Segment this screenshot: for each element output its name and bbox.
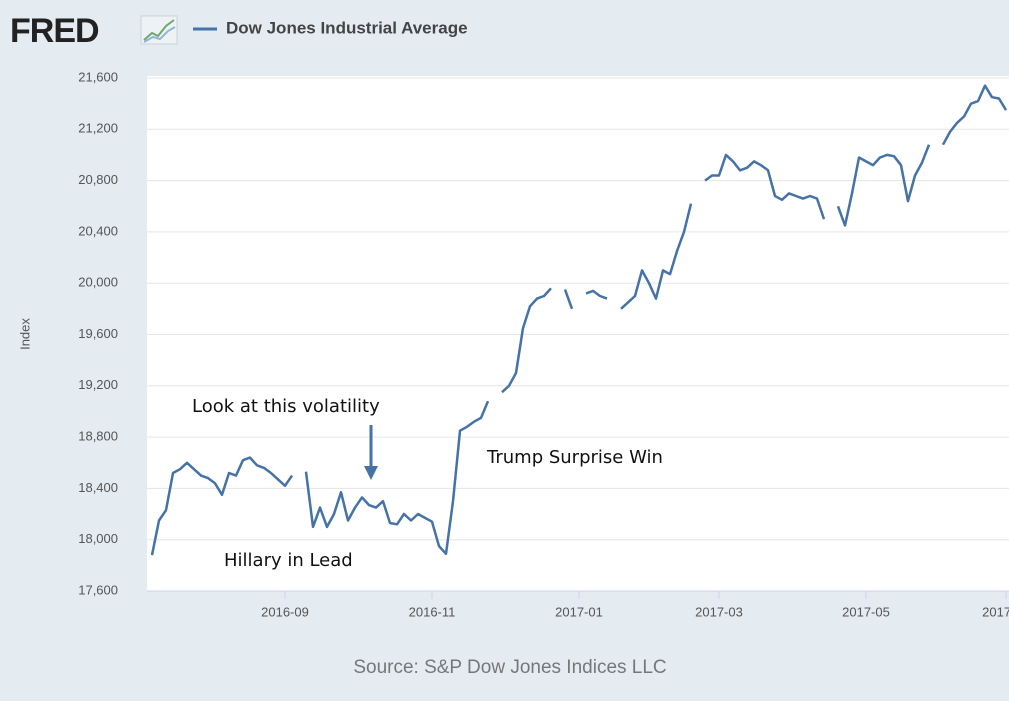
logo: FRED [10,12,99,50]
y-tick-label: 20,400 [78,223,118,238]
y-tick-label: 20,800 [78,172,118,187]
y-axis-label: Index [17,318,32,350]
source: Source: S&P Dow Jones Indices LLC [353,657,666,678]
y-tick-label: 19,600 [78,326,118,341]
plot-area [147,76,1009,591]
annotation: Look at this volatility [192,396,380,417]
y-tick-label: 20,000 [78,275,118,290]
data-line [150,84,1008,556]
x-tick-label: 2016-11 [409,604,456,619]
y-tick-label: 18,800 [78,429,118,444]
y-tick-label: 18,000 [78,531,118,546]
annotation: Hillary in Lead [224,550,353,571]
x-tick-label: 2017-01 [555,604,603,619]
x-tick-label: 2016-09 [261,604,309,619]
annotation-arrowhead [364,466,378,480]
y-tick-label: 18,400 [78,480,118,495]
y-tick-label: 21,600 [78,69,118,84]
legend-label: Dow Jones Industrial Average [226,18,468,37]
x-tick-label: 2017-05 [842,604,890,619]
x-tick-label: 2017-03 [695,604,743,619]
y-tick-label: 21,200 [78,121,118,136]
annotation: Trump Surprise Win [486,447,663,468]
y-tick-label: 17,600 [78,582,118,597]
logo-icon [140,15,178,45]
y-tick-label: 19,200 [78,377,118,392]
x-tick-label: 2017-07 [982,604,1009,619]
